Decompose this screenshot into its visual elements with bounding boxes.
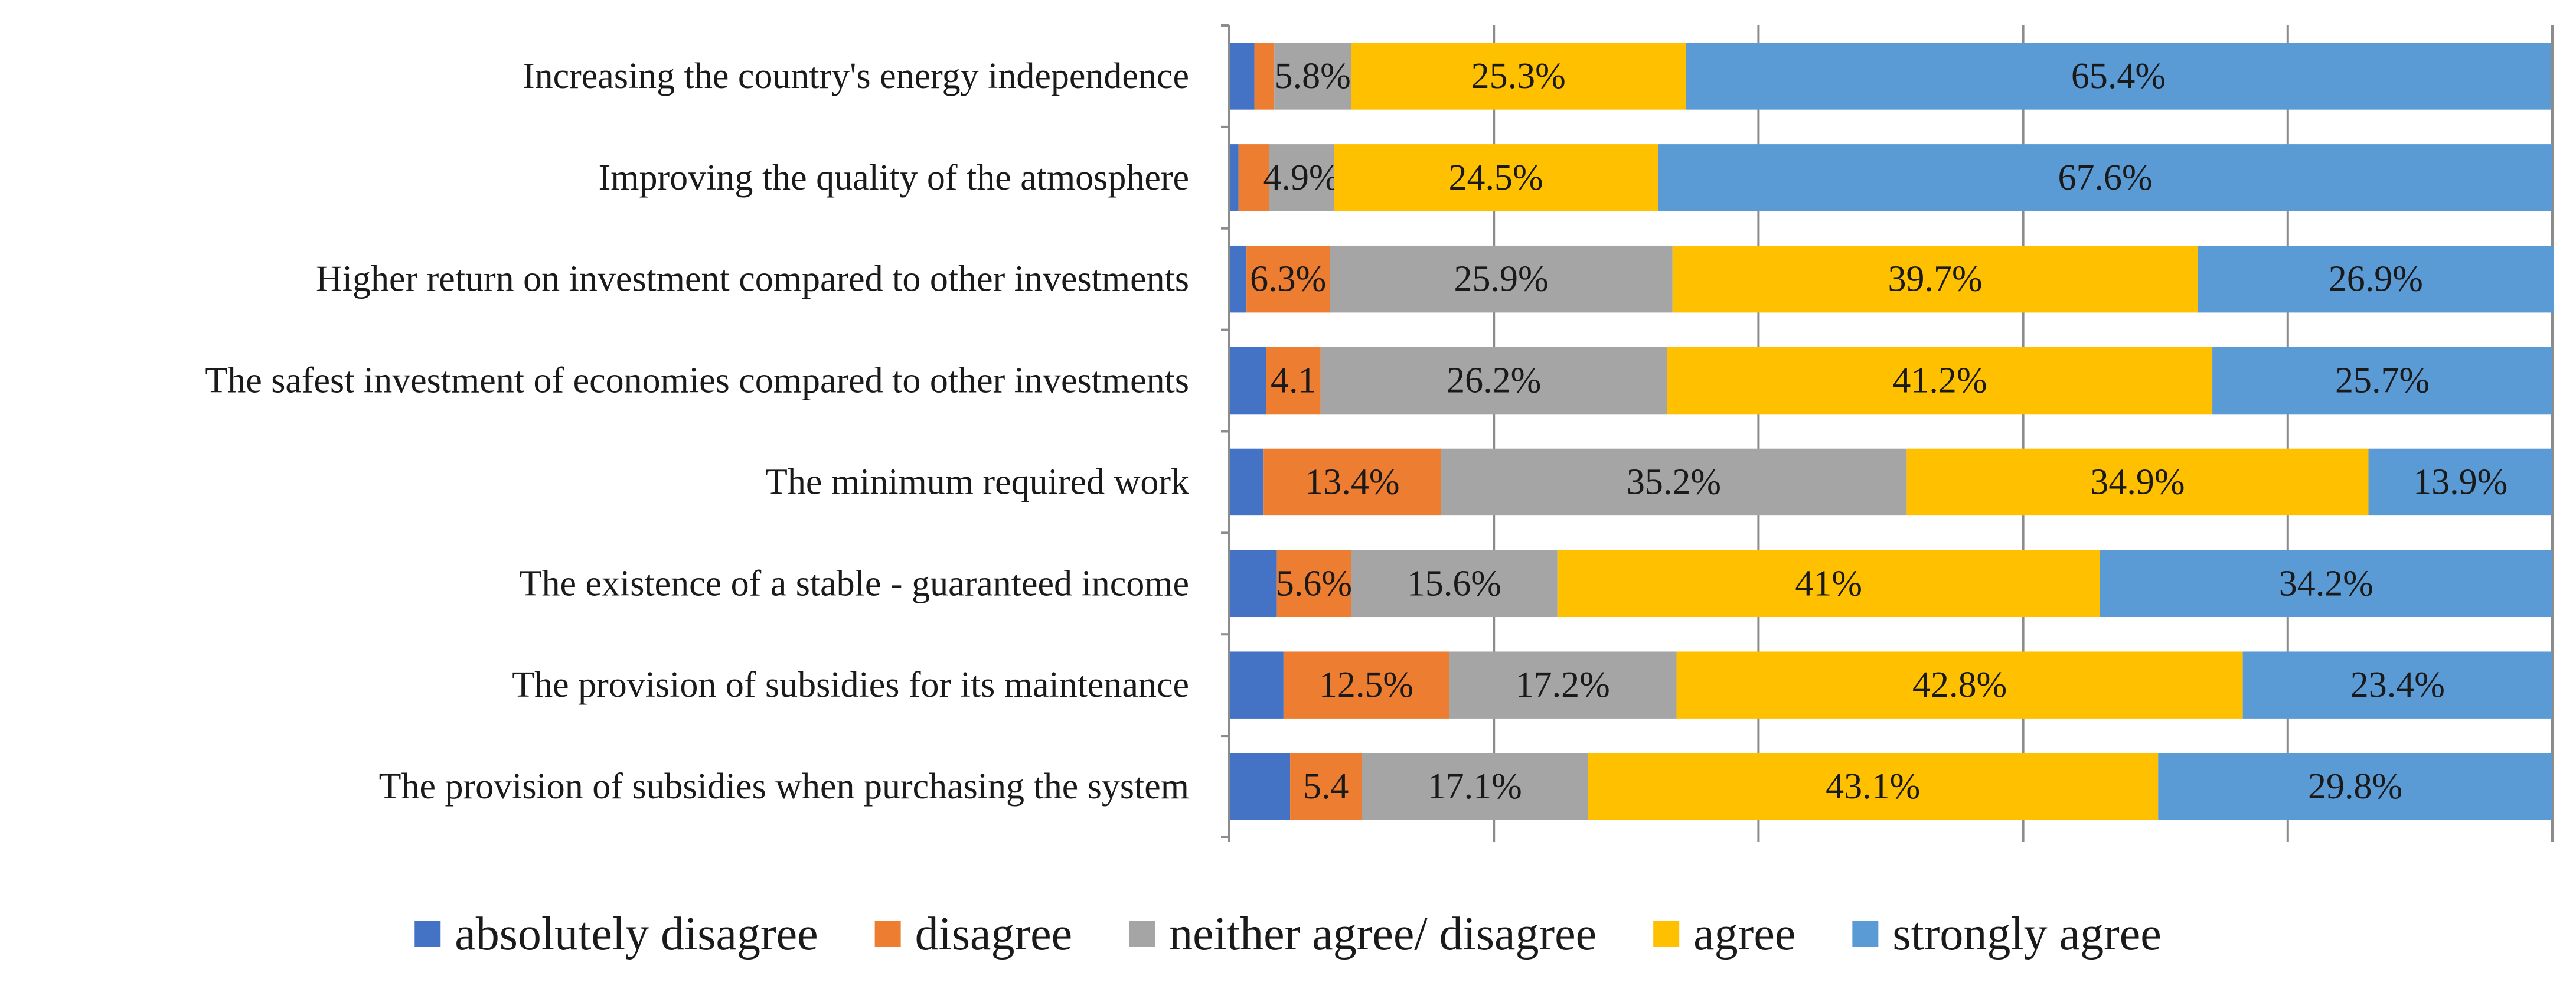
data-label: 15.6% bbox=[1407, 563, 1501, 603]
legend-label: absolutely disagree bbox=[455, 908, 818, 960]
bar-segment bbox=[2158, 753, 2552, 820]
bar-segment bbox=[1351, 43, 1686, 110]
bar-segment bbox=[1362, 753, 1588, 820]
data-label: 25.9% bbox=[1454, 259, 1548, 299]
bar-segment bbox=[1274, 43, 1351, 110]
data-label: 65.4% bbox=[2071, 56, 2166, 96]
bar-segment bbox=[1330, 245, 1673, 313]
bar-segment bbox=[1229, 43, 1255, 110]
bars: 5.8% 25.3% 65.4% 4.9% 24.5% 67.6% 6.3% 25.9% 39.… bbox=[1228, 25, 2554, 837]
data-label: 67.6% bbox=[2058, 158, 2152, 198]
data-label: 12.5% bbox=[1319, 665, 1413, 705]
legend-item: strongly agree bbox=[1852, 908, 2162, 960]
legend-label: strongly agree bbox=[1892, 908, 2161, 960]
bar-segment bbox=[1266, 347, 1321, 415]
legend-item: absolutely disagree bbox=[414, 908, 818, 960]
legend-label: disagree bbox=[915, 908, 1073, 960]
bar-segment bbox=[1263, 448, 1441, 516]
legend-swatch bbox=[874, 921, 901, 947]
legend-item: agree bbox=[1653, 908, 1795, 960]
bar-segment bbox=[1229, 448, 1264, 516]
data-label: 25.7% bbox=[2335, 361, 2430, 401]
data-label: 6.3% bbox=[1250, 259, 1326, 299]
bar-segment bbox=[1229, 347, 1266, 415]
bar-segment bbox=[1441, 448, 1907, 516]
legend-label: neither agree/ disagree bbox=[1169, 908, 1596, 960]
bar-segment bbox=[1557, 550, 2100, 618]
legend-label: agree bbox=[1693, 908, 1795, 960]
data-label: 41% bbox=[1795, 563, 1862, 603]
data-label: 24.5% bbox=[1448, 158, 1543, 198]
data-label: 17.2% bbox=[1516, 665, 1610, 705]
bar-segment bbox=[1229, 753, 1291, 820]
data-label: 41.2% bbox=[1892, 361, 1987, 401]
bar-segment bbox=[1658, 144, 2552, 211]
bar-segment bbox=[2212, 347, 2552, 415]
data-label: 5.6% bbox=[1276, 563, 1352, 603]
bar-segment bbox=[1676, 651, 2243, 719]
bar-segment bbox=[1290, 753, 1362, 820]
category-labels: Increasing the country's energy independ… bbox=[205, 56, 1189, 807]
bar-segment bbox=[1449, 651, 1677, 719]
bar-segment bbox=[1283, 651, 1449, 719]
bar-segment bbox=[2242, 651, 2552, 719]
data-label: 25.3% bbox=[1471, 56, 1566, 96]
category-label: The safest investment of economies compa… bbox=[205, 361, 1189, 401]
bar-segment bbox=[1351, 550, 1558, 618]
bar-segment bbox=[1906, 448, 2369, 516]
data-label: 29.8% bbox=[2308, 766, 2402, 807]
bar-segment bbox=[1229, 651, 1284, 719]
bar-segment bbox=[1672, 245, 2198, 313]
data-label: 5.8% bbox=[1275, 56, 1351, 96]
data-label: 39.7% bbox=[1888, 259, 1982, 299]
data-label: 13.4% bbox=[1305, 462, 1399, 502]
legend-swatch bbox=[1129, 921, 1155, 947]
bar-segment bbox=[1238, 144, 1269, 211]
category-label: Increasing the country's energy independ… bbox=[523, 56, 1189, 96]
data-label: 35.2% bbox=[1627, 462, 1721, 502]
bar-segment bbox=[1229, 550, 1277, 618]
legend-item: disagree bbox=[874, 908, 1073, 960]
bar-segment bbox=[2100, 550, 2552, 618]
data-label: 42.8% bbox=[1912, 665, 2007, 705]
data-label: 43.1% bbox=[1826, 766, 1920, 807]
bar-segment bbox=[1254, 43, 1275, 110]
category-label: Improving the quality of the atmosphere bbox=[599, 158, 1189, 198]
bar-segment bbox=[1246, 245, 1330, 313]
bar-segment bbox=[1269, 144, 1334, 211]
data-label: 26.2% bbox=[1447, 361, 1541, 401]
bar-segment bbox=[1276, 550, 1351, 618]
category-label: Higher return on investment compared to … bbox=[316, 259, 1189, 299]
bar-segment bbox=[2368, 448, 2552, 516]
category-label: The existence of a stable - guaranteed i… bbox=[520, 563, 1189, 603]
data-label: 34.2% bbox=[2279, 563, 2373, 603]
legend: absolutely disagree disagree neither agree… bbox=[414, 908, 2162, 960]
bar-segment bbox=[2198, 245, 2554, 313]
data-label: 13.9% bbox=[2413, 462, 2508, 502]
data-label: 5.4 bbox=[1303, 766, 1349, 807]
legend-swatch bbox=[1852, 921, 1879, 947]
data-label: 34.9% bbox=[2090, 462, 2185, 502]
bar-segment bbox=[1667, 347, 2213, 415]
bar-segment bbox=[1229, 144, 1239, 211]
data-label: 17.1% bbox=[1428, 766, 1522, 807]
data-label: 4.1 bbox=[1271, 361, 1317, 401]
data-label: 23.4% bbox=[2350, 665, 2445, 705]
legend-swatch bbox=[414, 921, 441, 947]
category-label: The minimum required work bbox=[765, 462, 1189, 502]
data-label: 26.9% bbox=[2329, 259, 2423, 299]
bar-segment bbox=[1229, 245, 1247, 313]
bar-segment bbox=[1686, 43, 2551, 110]
bar-segment bbox=[1320, 347, 1667, 415]
bar-segment bbox=[1588, 753, 2159, 820]
bar-segment bbox=[1334, 144, 1658, 211]
category-label: The provision of subsidies when purchasi… bbox=[379, 766, 1189, 807]
legend-swatch bbox=[1653, 921, 1680, 947]
legend-item: neither agree/ disagree bbox=[1129, 908, 1596, 960]
category-label: The provision of subsidies for its maint… bbox=[512, 665, 1189, 705]
data-label: 4.9% bbox=[1263, 158, 1340, 198]
